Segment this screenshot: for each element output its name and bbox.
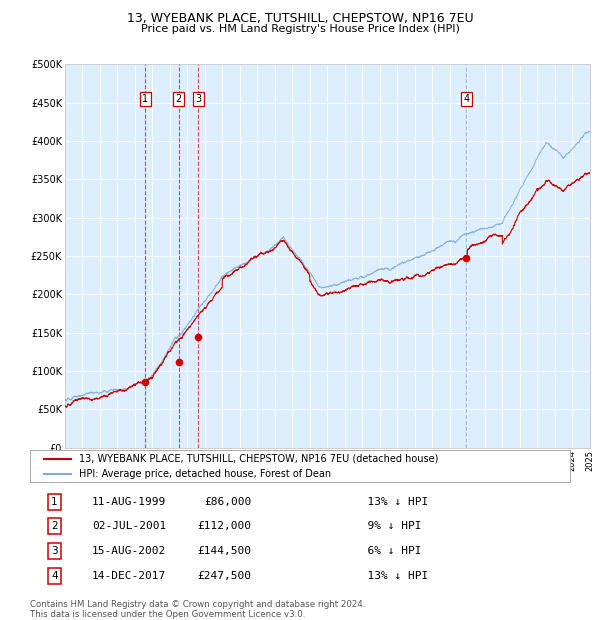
Text: 3: 3 [51, 546, 58, 556]
Text: 15-AUG-2002: 15-AUG-2002 [92, 546, 166, 556]
Text: 1: 1 [51, 497, 58, 507]
Text: Price paid vs. HM Land Registry's House Price Index (HPI): Price paid vs. HM Land Registry's House … [140, 24, 460, 34]
Text: £86,000: £86,000 [204, 497, 251, 507]
Text: 13% ↓ HPI: 13% ↓ HPI [354, 497, 428, 507]
Text: 4: 4 [463, 94, 469, 104]
Text: 13, WYEBANK PLACE, TUTSHILL, CHEPSTOW, NP16 7EU: 13, WYEBANK PLACE, TUTSHILL, CHEPSTOW, N… [127, 12, 473, 25]
Text: 13, WYEBANK PLACE, TUTSHILL, CHEPSTOW, NP16 7EU (detached house): 13, WYEBANK PLACE, TUTSHILL, CHEPSTOW, N… [79, 454, 438, 464]
Text: Contains HM Land Registry data © Crown copyright and database right 2024.
This d: Contains HM Land Registry data © Crown c… [30, 600, 365, 619]
Text: £247,500: £247,500 [197, 571, 251, 581]
Text: 1: 1 [142, 94, 149, 104]
Text: £144,500: £144,500 [197, 546, 251, 556]
Text: HPI: Average price, detached house, Forest of Dean: HPI: Average price, detached house, Fore… [79, 469, 331, 479]
Text: 3: 3 [195, 94, 201, 104]
Text: 4: 4 [51, 571, 58, 581]
Text: 13% ↓ HPI: 13% ↓ HPI [354, 571, 428, 581]
Text: 02-JUL-2001: 02-JUL-2001 [92, 521, 166, 531]
Text: 14-DEC-2017: 14-DEC-2017 [92, 571, 166, 581]
Text: 11-AUG-1999: 11-AUG-1999 [92, 497, 166, 507]
Text: 6% ↓ HPI: 6% ↓ HPI [354, 546, 421, 556]
Text: £112,000: £112,000 [197, 521, 251, 531]
Text: 2: 2 [51, 521, 58, 531]
Text: 2: 2 [175, 94, 182, 104]
Text: 9% ↓ HPI: 9% ↓ HPI [354, 521, 421, 531]
